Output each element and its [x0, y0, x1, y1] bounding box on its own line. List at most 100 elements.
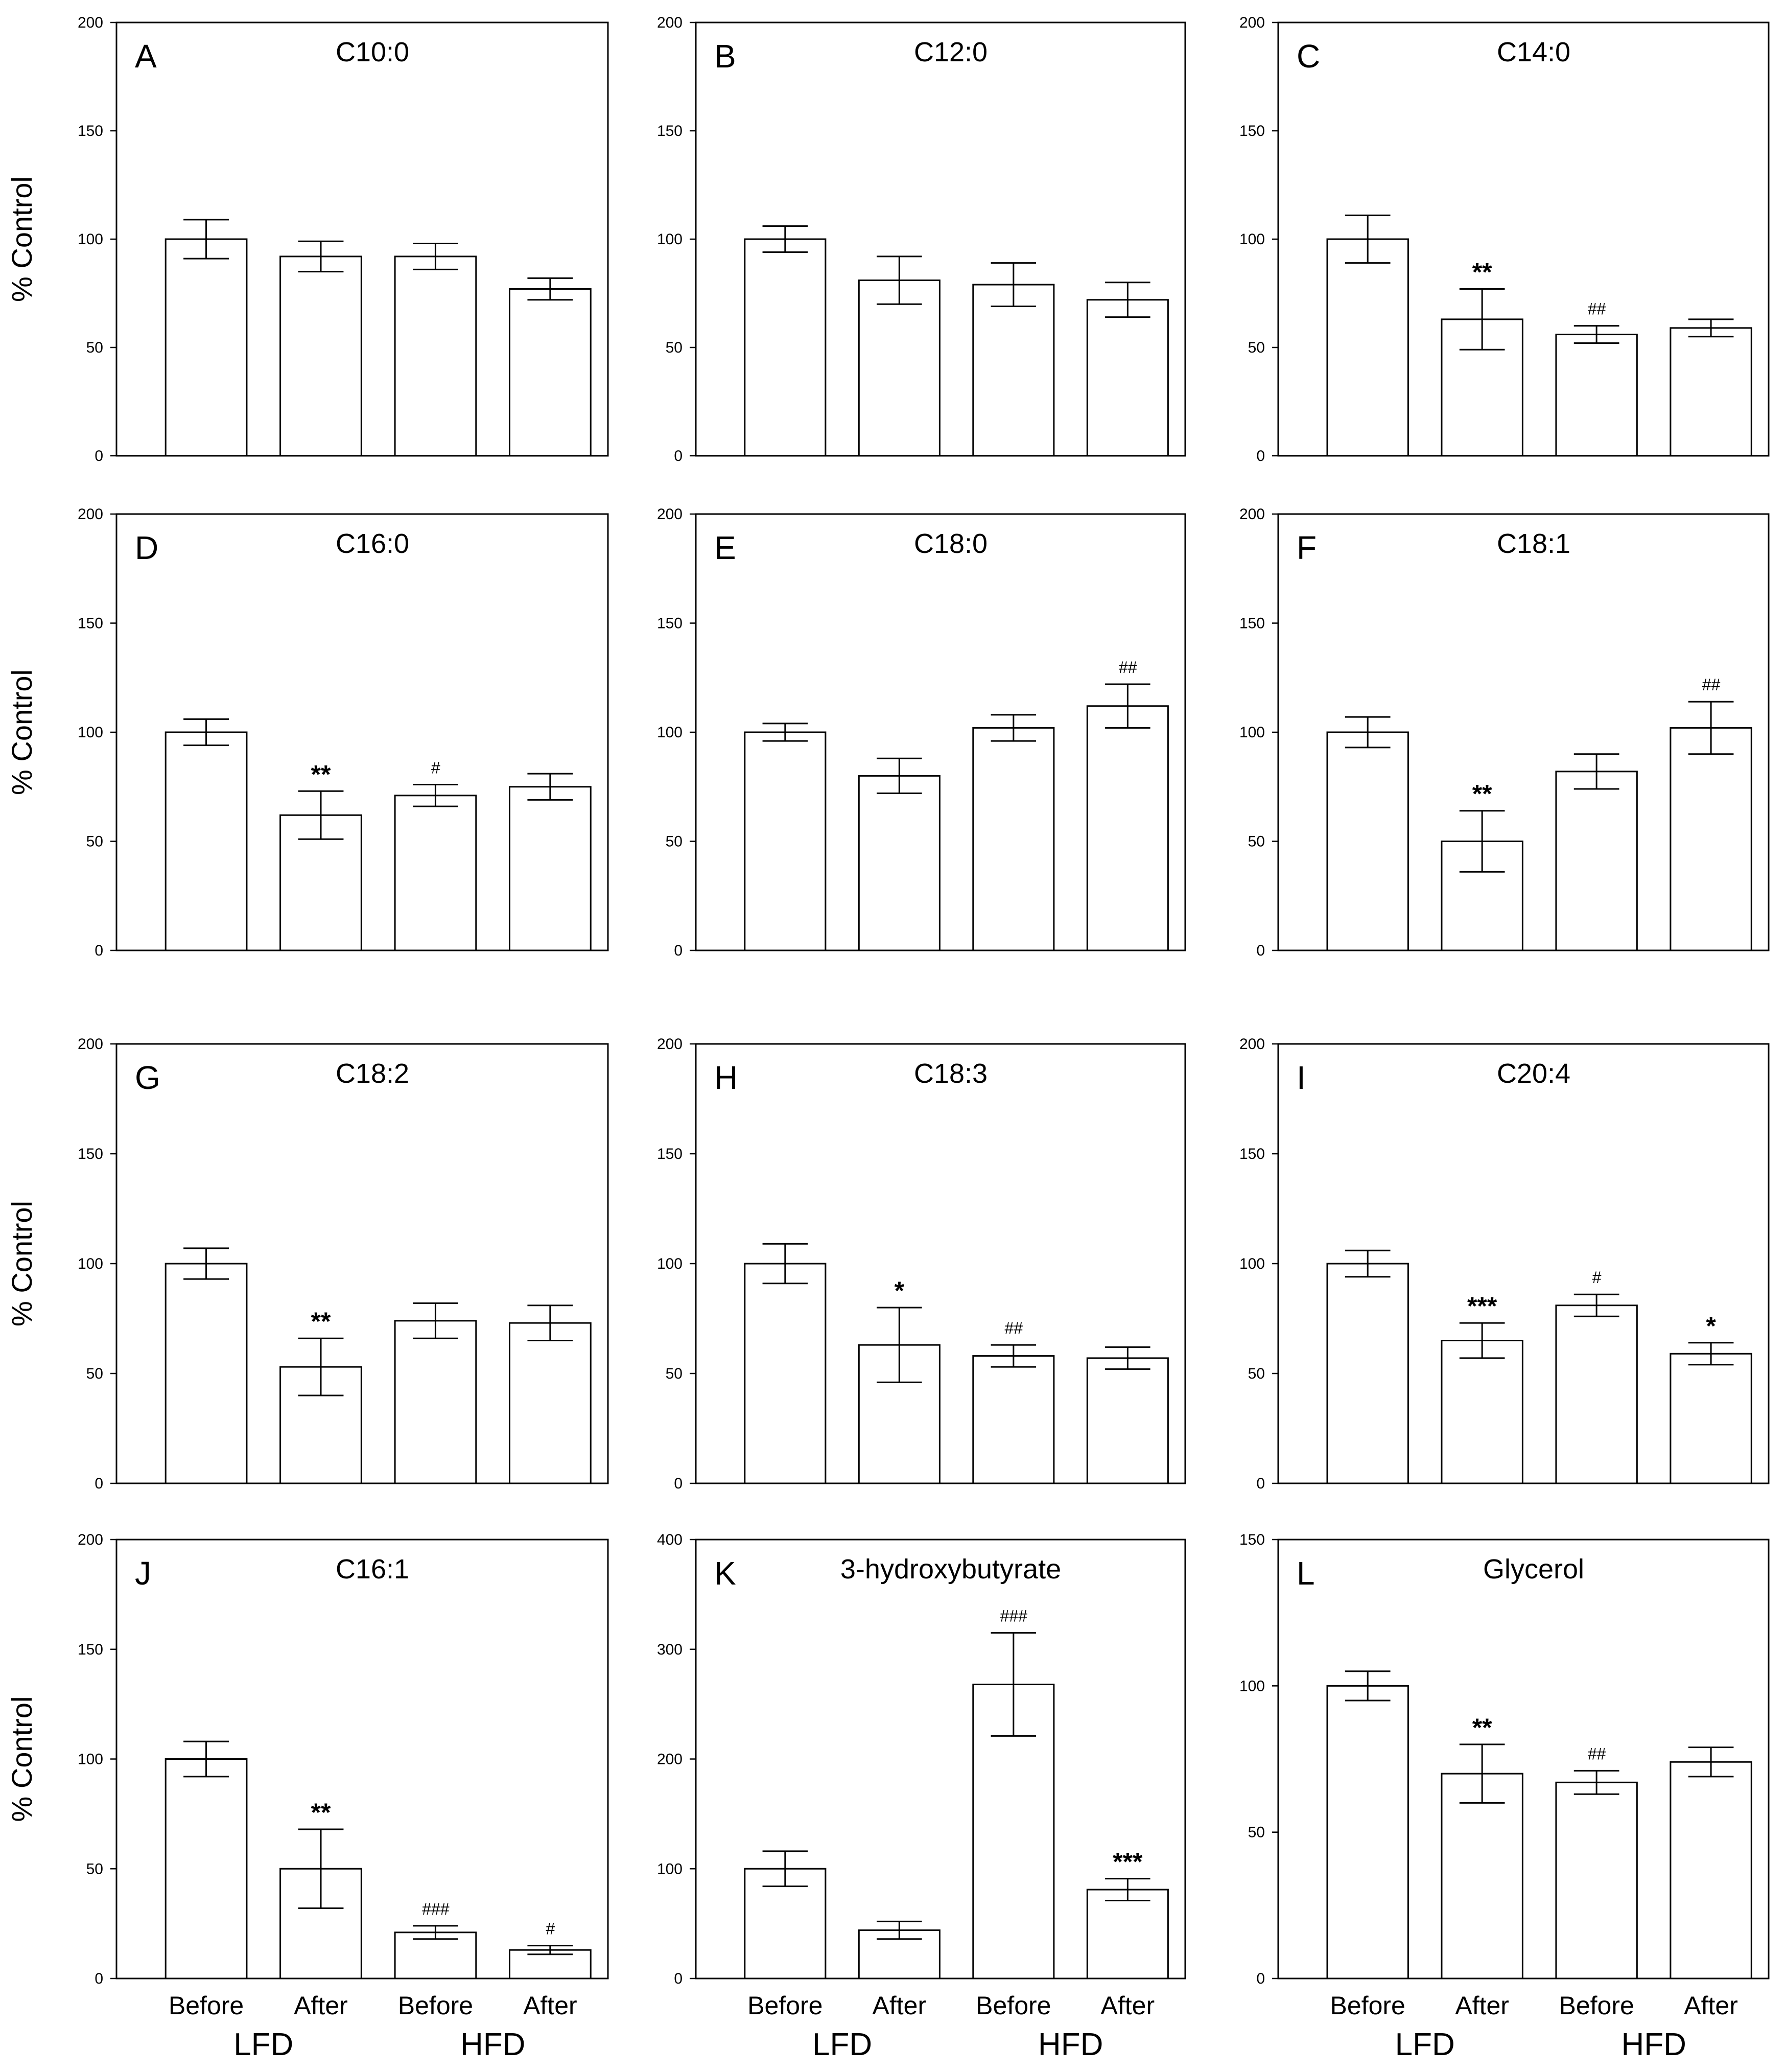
bar-b-4 [1086, 299, 1169, 457]
significance-mark: # [1592, 1268, 1602, 1287]
y-axis-label: % Control [6, 176, 38, 302]
y-tick-label: 50 [1248, 833, 1265, 850]
y-tick-label: 150 [1239, 615, 1265, 632]
bar-e-4 [1086, 705, 1169, 951]
panel-letter: I [1297, 1059, 1306, 1096]
group-label-lfd: LFD [1395, 2027, 1455, 2062]
panel-d: 0 50 100 150 200 % Control D C16:0 ** # [6, 506, 609, 959]
panel-g: 0 50 100 150 200 % Control G C18:2 ** [6, 1036, 609, 1492]
panel-j: 0 50 100 150 200 % Control J C16:1 Before ** After… [6, 1531, 609, 2062]
panel-title: C14:0 [1497, 37, 1570, 67]
y-tick-label: 200 [1239, 14, 1265, 31]
x-category-label: Before [1559, 1991, 1634, 2020]
x-category-label: Before [976, 1991, 1051, 2020]
significance-mark: ## [1587, 1744, 1606, 1763]
bar-k-4 [1086, 1889, 1169, 1980]
y-tick-label: 200 [78, 1531, 103, 1548]
bar-c-4 [1670, 327, 1752, 457]
panel-title: C16:0 [336, 528, 409, 559]
x-category-label: After [523, 1991, 577, 2020]
y-tick-label: 50 [86, 833, 103, 850]
bar-b-1 [744, 238, 827, 457]
significance-mark: *** [1467, 1292, 1497, 1320]
x-category-label: Before [398, 1991, 473, 2020]
y-tick-label: 150 [1239, 1531, 1265, 1548]
y-tick-label: 200 [657, 1751, 683, 1768]
significance-mark: ## [1587, 300, 1606, 318]
significance-mark: * [1706, 1312, 1716, 1340]
y-tick-label: 0 [674, 448, 683, 464]
bar-j-3 [394, 1931, 477, 1980]
y-tick-label: 100 [657, 1860, 683, 1877]
y-tick-label: 0 [95, 1970, 103, 1987]
panel-title: 3-hydroxybutyrate [840, 1554, 1061, 1585]
bar-g-1 [165, 1263, 248, 1484]
bar-g-4 [509, 1322, 592, 1484]
panel-k: 0 100 200 300 400 K 3-hydroxybutyrate Before Aft… [657, 1531, 1186, 2062]
panel-letter: C [1297, 38, 1320, 75]
x-category-label: After [1684, 1991, 1738, 2020]
panel-c: 0 50 100 150 200 C C14:0 ** ## [1239, 14, 1770, 464]
y-tick-label: 0 [1256, 1475, 1265, 1492]
y-tick-label: 100 [1239, 724, 1265, 741]
bar-h-1 [744, 1263, 827, 1484]
y-tick-label: 0 [95, 1475, 103, 1492]
y-axis-label: % Control [6, 1201, 38, 1326]
significance-mark: ### [1000, 1607, 1028, 1625]
bar-h-4 [1086, 1357, 1169, 1484]
y-tick-label: 100 [78, 1751, 103, 1768]
x-category-label: Before [1330, 1991, 1405, 2020]
bar-l-2 [1441, 1773, 1523, 1980]
panel-title: C16:1 [336, 1554, 409, 1585]
panel-title: C18:0 [914, 528, 988, 559]
y-axis-label: % Control [6, 669, 38, 795]
significance-mark: ** [1472, 780, 1492, 808]
y-tick-label: 200 [1239, 1036, 1265, 1053]
y-tick-label: 100 [78, 724, 103, 741]
y-tick-label: 50 [1248, 1824, 1265, 1841]
bar-a-3 [394, 255, 477, 457]
bar-g-3 [394, 1320, 477, 1484]
bar-j-1 [165, 1758, 248, 1980]
y-tick-label: 200 [657, 506, 683, 523]
y-tick-label: 200 [78, 1036, 103, 1053]
y-tick-label: 150 [657, 123, 683, 139]
panel-letter: H [714, 1059, 738, 1096]
panel-h: 0 50 100 150 200 H C18:3 * ## [657, 1036, 1186, 1492]
panel-letter: A [135, 38, 157, 75]
y-tick-label: 50 [1248, 339, 1265, 356]
significance-mark: ## [1702, 676, 1721, 694]
significance-mark: ### [422, 1900, 450, 1918]
panel-e: 0 50 100 150 200 E C18:0 ## [657, 506, 1186, 959]
plot-frame [1277, 1539, 1770, 1980]
y-tick-label: 100 [78, 231, 103, 248]
panel-i: 0 50 100 150 200 I C20:4 *** # * [1239, 1036, 1770, 1492]
panel-letter: G [135, 1059, 160, 1096]
bar-a-2 [279, 255, 362, 457]
bar-l-4 [1670, 1761, 1752, 1980]
panel-title: C10:0 [336, 37, 409, 67]
bar-k-1 [744, 1868, 827, 1980]
significance-mark: ## [1004, 1319, 1023, 1337]
y-tick-label: 150 [78, 1146, 103, 1162]
bar-a-1 [165, 238, 248, 457]
bar-d-3 [394, 795, 477, 951]
group-label-hfd: HFD [1038, 2027, 1103, 2062]
bar-e-3 [972, 727, 1055, 951]
panel-title: C18:2 [336, 1058, 409, 1089]
y-tick-label: 150 [78, 615, 103, 632]
panel-letter: B [714, 38, 736, 75]
y-tick-label: 300 [657, 1641, 683, 1658]
y-tick-label: 50 [86, 1860, 103, 1877]
y-tick-label: 150 [657, 1146, 683, 1162]
bar-d-1 [165, 731, 248, 951]
panel-title: C18:1 [1497, 528, 1570, 559]
y-tick-label: 0 [1256, 1970, 1265, 1987]
bar-i-2 [1441, 1340, 1523, 1484]
group-label-lfd: LFD [233, 2027, 293, 2062]
y-tick-label: 50 [666, 339, 683, 356]
y-tick-label: 200 [78, 14, 103, 31]
significance-mark: ** [1472, 258, 1492, 287]
panel-b: 0 50 100 150 200 B C12:0 [657, 14, 1186, 464]
bar-c-1 [1326, 238, 1409, 457]
